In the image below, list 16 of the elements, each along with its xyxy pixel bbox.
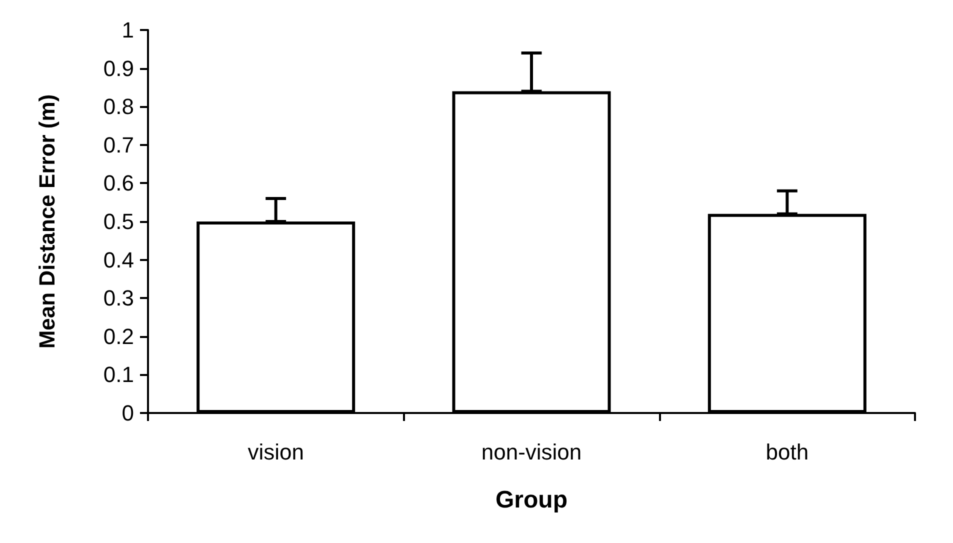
- x-tick-label: vision: [248, 440, 304, 464]
- y-tick-label: 0.2: [103, 324, 134, 349]
- y-tick-label: 0.4: [103, 247, 134, 272]
- x-tick-label: non-vision: [481, 440, 582, 464]
- y-tick-label: 0.6: [103, 170, 134, 196]
- y-tick-label: 0.3: [103, 286, 134, 311]
- y-tick-label: 1: [122, 18, 134, 42]
- y-tick-label: 0.7: [103, 132, 134, 158]
- x-tick-label: both: [766, 440, 809, 464]
- y-tick-label: 0.5: [103, 209, 134, 234]
- y-tick-label: 0.9: [103, 56, 134, 81]
- x-axis-title: Group: [496, 486, 568, 514]
- y-tick-label: 0.8: [103, 94, 134, 120]
- y-tick-label: 0: [122, 400, 134, 426]
- y-tick-label: 0.1: [103, 362, 134, 388]
- y-axis-title: Mean Distance Error (m): [34, 94, 60, 349]
